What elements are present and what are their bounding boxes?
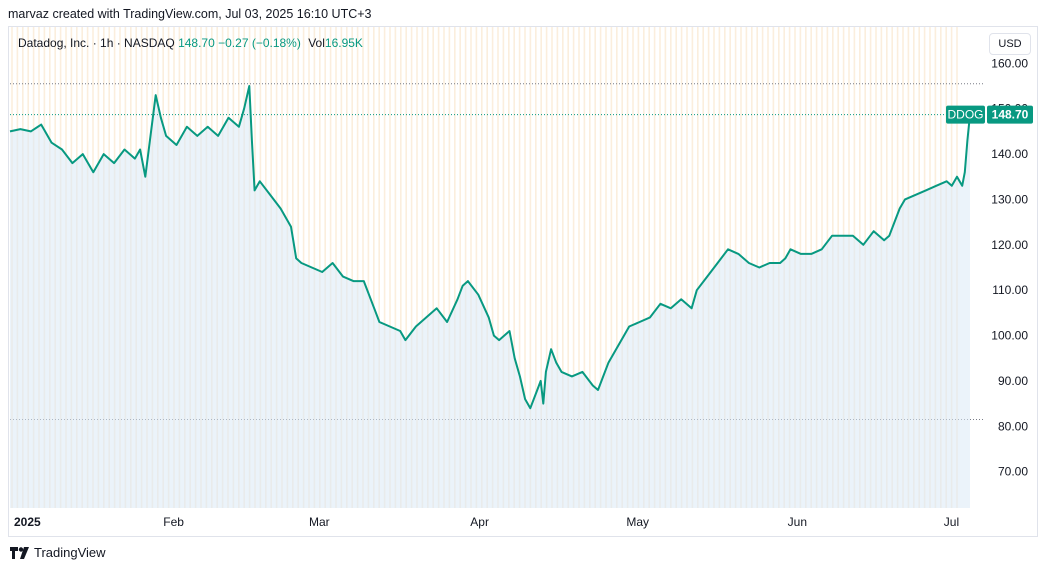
y-tick-label: 90.00 [998,374,1028,388]
tradingview-logo-icon [10,546,29,559]
x-tick-label: Apr [470,515,489,529]
y-tick-label: 130.00 [991,192,1028,206]
y-tick-label: 110.00 [992,283,1028,297]
x-tick-label: Mar [309,515,330,529]
ticker-badge-label: DDOG [948,108,984,122]
currency-button[interactable]: USD [989,33,1031,55]
y-tick-label: 80.00 [998,419,1028,433]
y-tick-label: 70.00 [998,465,1028,479]
symbol-legend: Datadog, Inc. · 1h · NASDAQ 148.70 −0.27… [18,36,363,50]
x-tick-label: Jul [944,515,959,529]
x-tick-label: Feb [163,515,184,529]
y-tick-label: 140.00 [991,147,1028,161]
chart-frame [8,26,1038,537]
price-area [10,86,970,508]
y-tick-label: 100.00 [991,329,1028,343]
x-tick-label: Jun [788,515,807,529]
y-tick-label: 160.00 [991,56,1028,70]
ticker-badge [946,105,985,124]
tradingview-logo[interactable]: TradingView [10,545,106,560]
price-badge-label: 148.70 [992,108,1029,122]
x-tick-label: 2025 [14,515,41,529]
last-price: 148.70 [178,36,215,50]
chart-attribution: marvaz created with TradingView.com, Jul… [8,7,372,21]
symbol-name: Datadog, Inc. · 1h · NASDAQ [18,36,175,50]
x-tick-label: May [626,515,649,529]
price-line [9,85,971,410]
volume-value: 16.95K [324,36,363,50]
price-change: −0.27 (−0.18%) [218,36,301,50]
tradingview-brand: TradingView [34,545,106,560]
y-tick-label: 120.00 [991,238,1028,252]
volume-label: Vol [308,36,325,50]
price-badge [987,105,1033,124]
